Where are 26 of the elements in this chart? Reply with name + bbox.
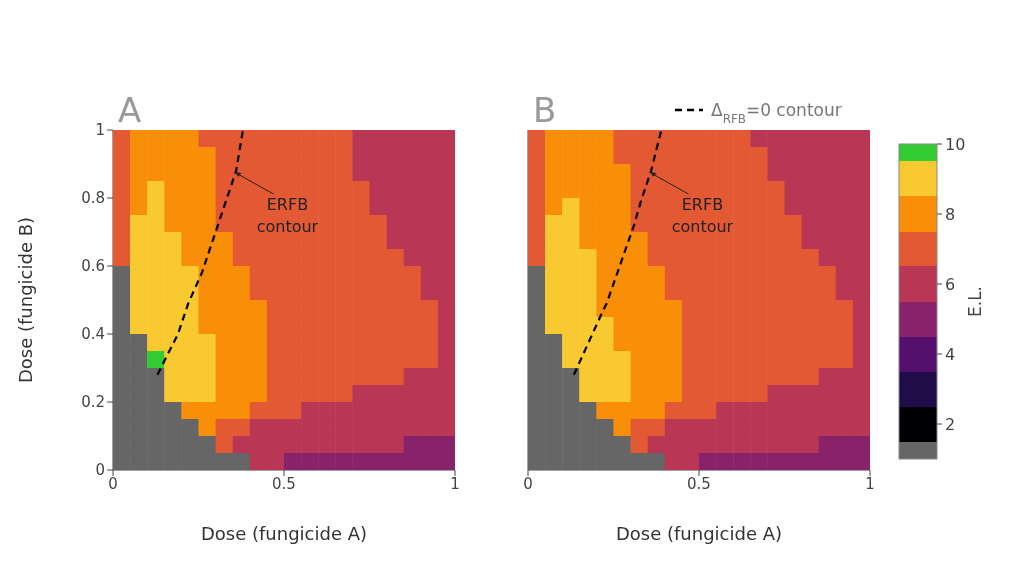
x-tick-label: 0.5 [687, 474, 711, 493]
y-axis-title: Dose (fungicide B) [15, 216, 37, 384]
y-tick-label: 0.2 [81, 393, 105, 412]
x-tick-label: 1 [865, 474, 875, 493]
x-axis-title: Dose (fungicide A) [200, 523, 368, 544]
x-axis-title: Dose (fungicide A) [615, 523, 783, 544]
annotation: ERFB contour [671, 195, 734, 236]
x-tick-label: 0.5 [272, 474, 296, 493]
y-tick-label: 0.8 [81, 189, 105, 208]
color-bar-label: 6 [945, 275, 956, 294]
chart-title: A [118, 90, 142, 130]
y-tick-label: 0 [95, 461, 105, 480]
chart-title: B [533, 90, 557, 130]
color-bar-label: 4 [945, 345, 956, 364]
x-tick-label: 0 [523, 474, 533, 493]
y-tick-label: 1 [95, 121, 105, 140]
color-bar-label: 10 [945, 135, 966, 154]
color-bar-label: 2 [945, 415, 956, 434]
annotation: ERFB contour [256, 195, 319, 236]
color-bar-title: E.L. [965, 285, 985, 318]
x-tick-label: 0 [108, 474, 118, 493]
y-tick-label: 0.6 [81, 257, 105, 276]
y-tick-label: 0.4 [81, 325, 105, 344]
color-bar-label: 8 [945, 205, 956, 224]
x-tick-label: 1 [450, 474, 460, 493]
legend-label: Δ$_{RFB}$=0 contour [711, 100, 842, 126]
